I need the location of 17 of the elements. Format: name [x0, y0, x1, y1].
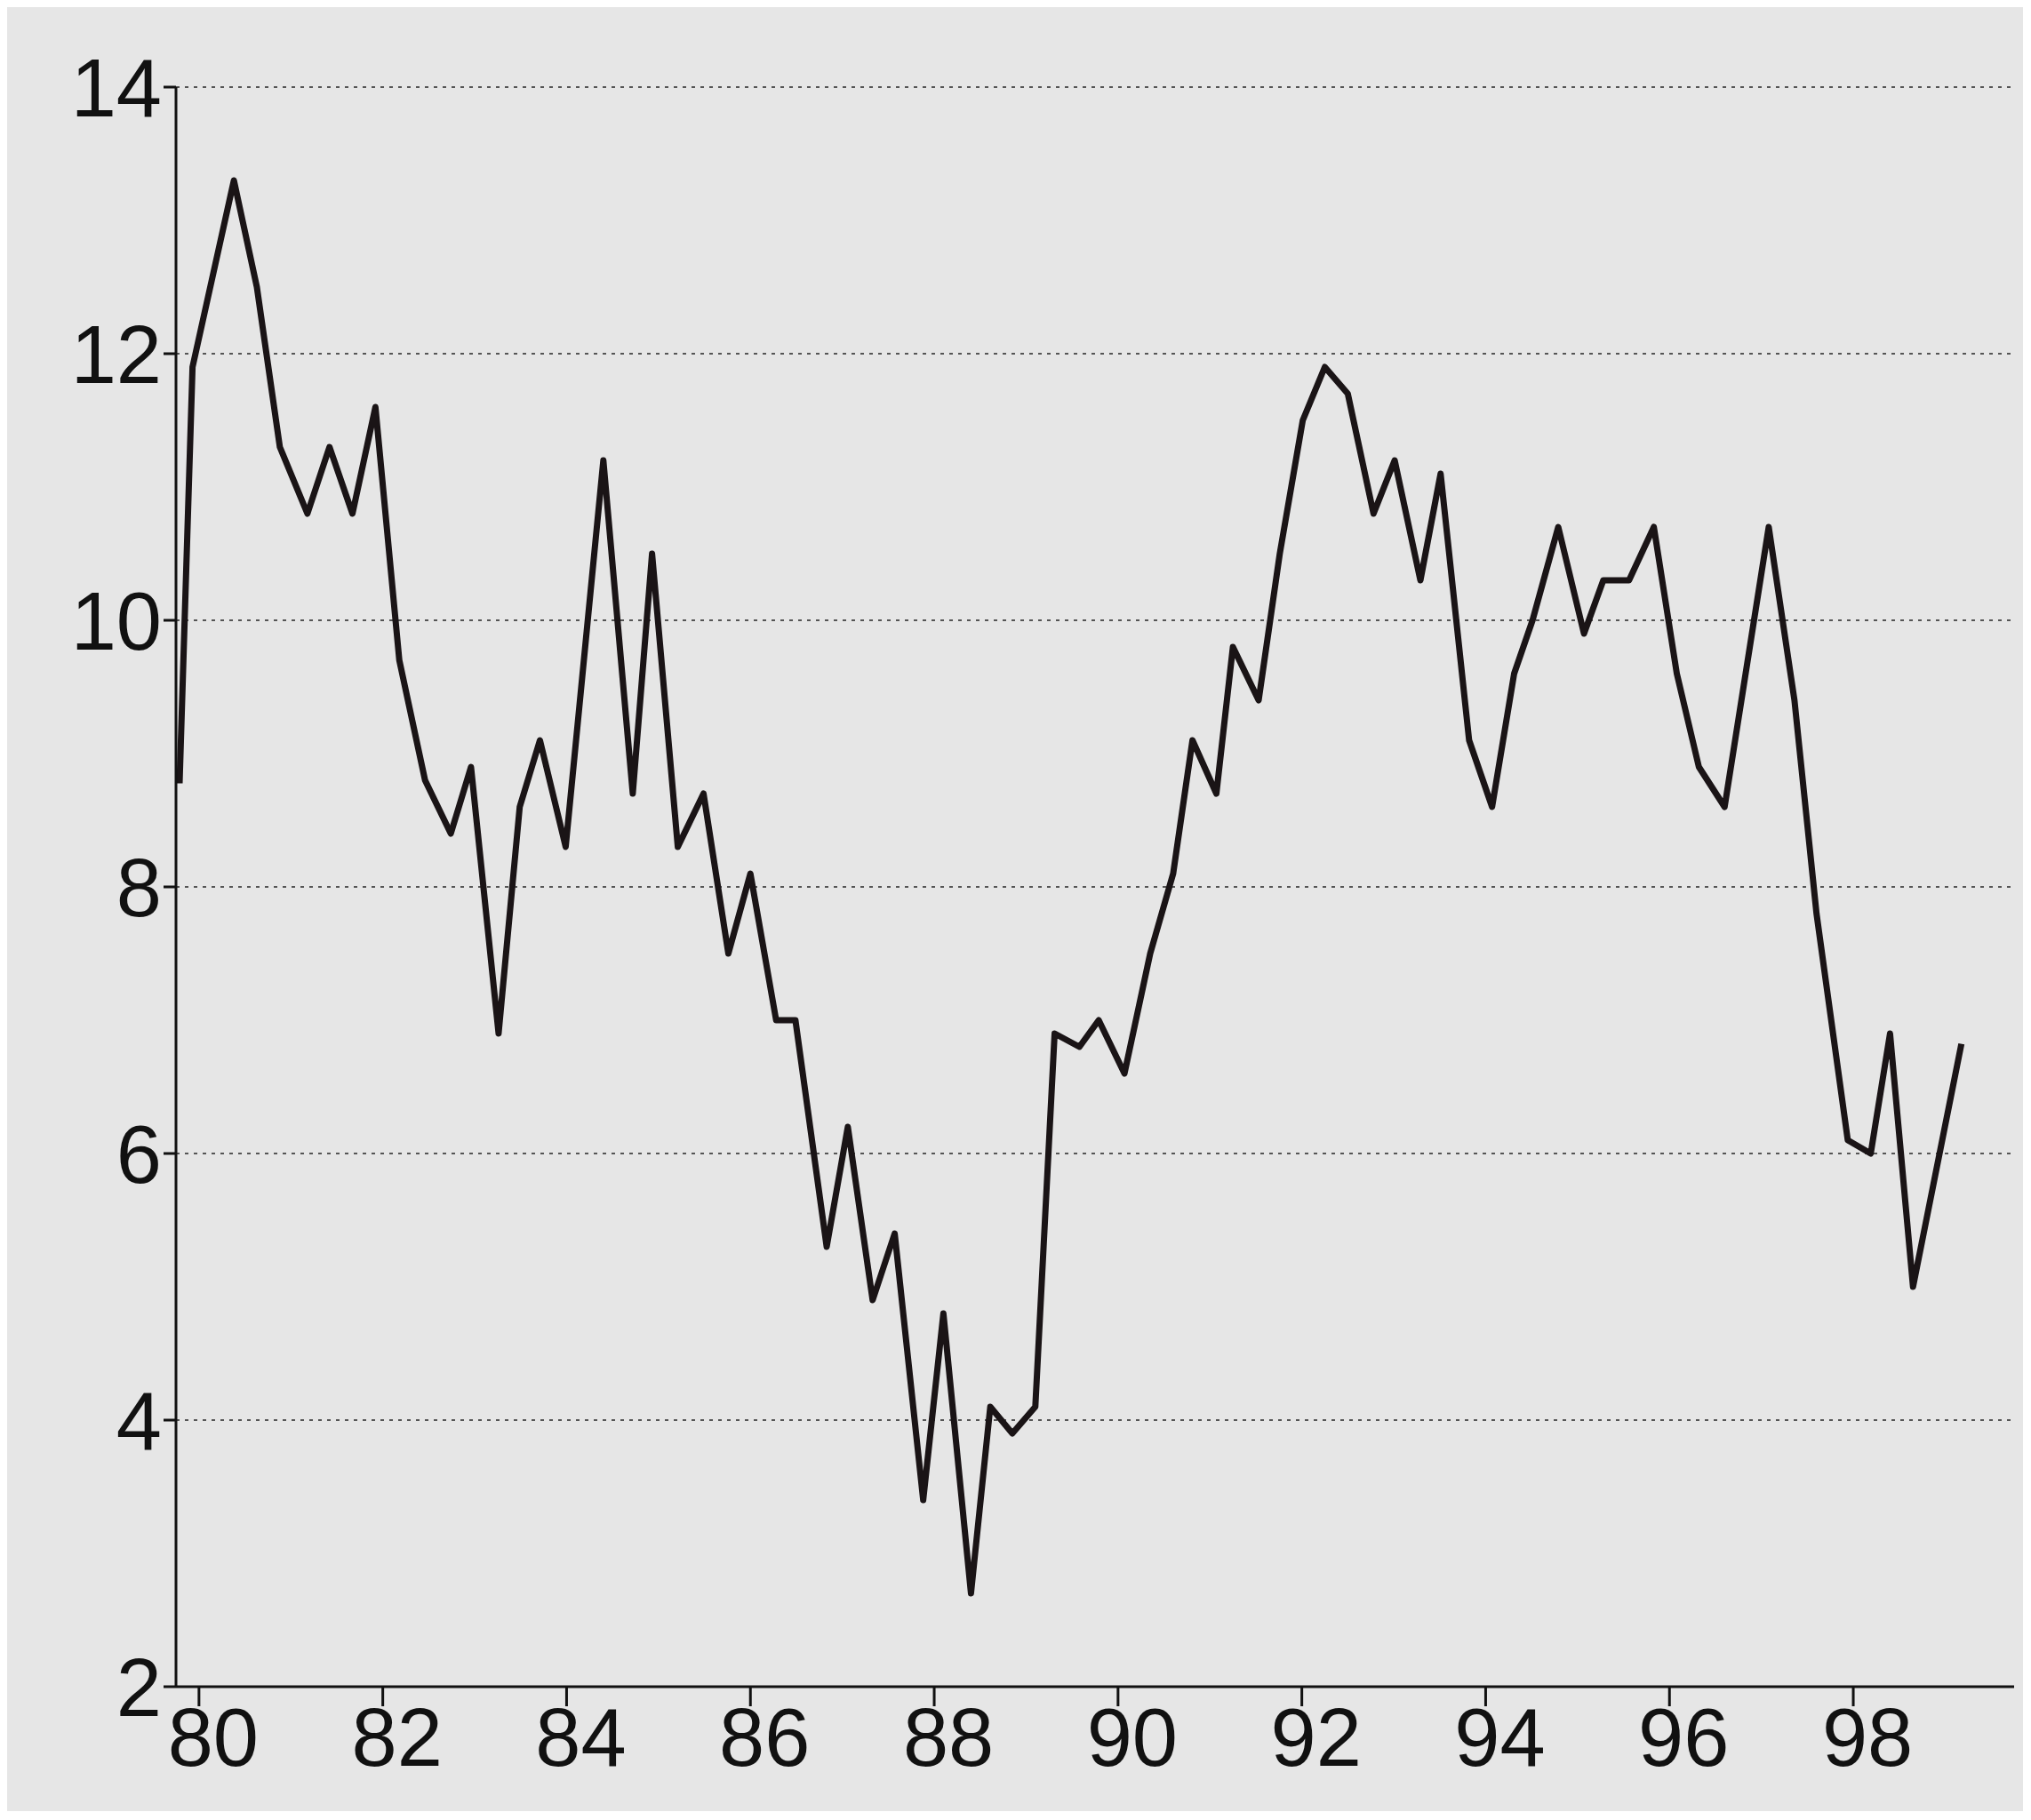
y-tick-label: 10: [70, 575, 162, 667]
x-tick-label: 94: [1454, 1692, 1546, 1784]
x-tick-label: 86: [719, 1692, 811, 1784]
x-tick-label: 88: [902, 1692, 995, 1784]
x-tick-label: 96: [1638, 1692, 1730, 1784]
y-tick-label: 12: [70, 308, 162, 400]
y-tick-label: 2: [116, 1641, 162, 1733]
x-tick-label: 98: [1821, 1692, 1914, 1784]
x-tick-label: 90: [1086, 1692, 1179, 1784]
x-tick-label: 80: [167, 1692, 260, 1784]
y-tick-label: 8: [116, 842, 162, 933]
y-tick-label: 4: [116, 1375, 162, 1466]
x-tick-label: 92: [1270, 1692, 1362, 1784]
x-tick-label: 84: [535, 1692, 627, 1784]
y-tick-label: 14: [70, 42, 162, 133]
x-tick-label: 82: [351, 1692, 443, 1784]
y-tick-label: 6: [116, 1108, 162, 1200]
